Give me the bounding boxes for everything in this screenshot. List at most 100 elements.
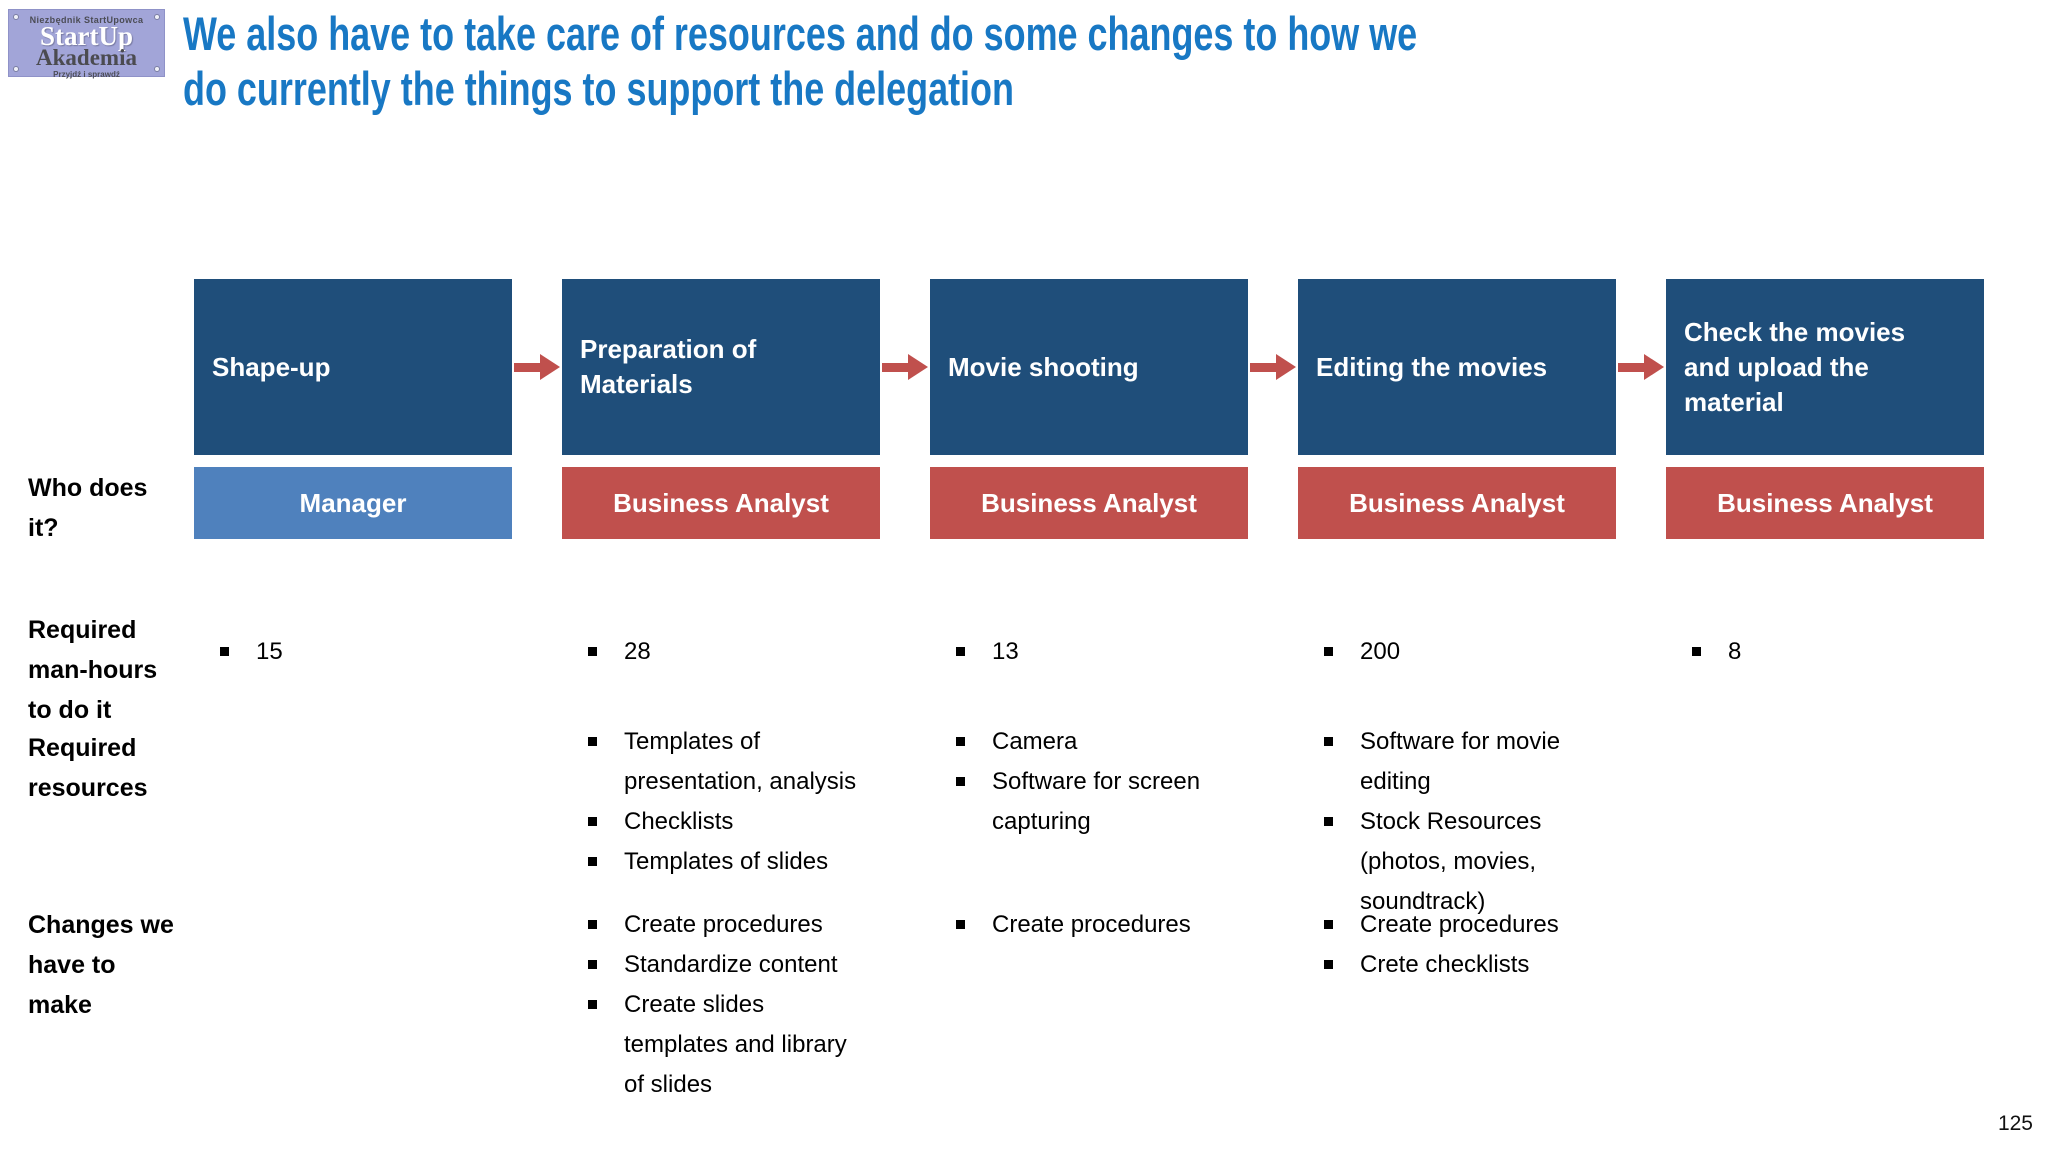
screw-icon bbox=[13, 14, 19, 20]
bullet-square-icon bbox=[956, 647, 965, 656]
role-box: Manager bbox=[194, 467, 512, 539]
man-hours-text: 15 bbox=[256, 638, 283, 665]
resource-list: Camera Software for screen capturing bbox=[930, 722, 1248, 842]
bullet-square-icon bbox=[956, 777, 965, 786]
resource-text: Camera bbox=[992, 728, 1078, 755]
process-step-label: Preparation of Materials bbox=[580, 334, 757, 399]
flow-arrow-icon bbox=[514, 354, 560, 380]
process-step-box: Movie shooting bbox=[930, 279, 1248, 455]
process-step-label: Movie shooting bbox=[948, 351, 1139, 382]
resource-text: Stock Resources (photos, movies, soundtr… bbox=[1360, 808, 1542, 915]
bullet-square-icon bbox=[1324, 737, 1333, 746]
title-line-1: We also have to take care of resources a… bbox=[183, 7, 1418, 60]
resource-text: Templates of slides bbox=[624, 848, 829, 875]
bullet-square-icon bbox=[588, 920, 597, 929]
man-hours-list: 8 bbox=[1666, 632, 1984, 672]
bullet-square-icon bbox=[1324, 920, 1333, 929]
logo-top-text: Niezbędnik StartUpowca bbox=[29, 15, 144, 25]
role-box: Business Analyst bbox=[1666, 467, 1984, 539]
change-item: Create procedures bbox=[1298, 905, 1616, 945]
bullet-square-icon bbox=[1324, 647, 1333, 656]
change-list: Create procedures bbox=[930, 905, 1248, 945]
process-step-label: Shape-up bbox=[212, 351, 331, 382]
arrow-head bbox=[1644, 354, 1664, 380]
role-label: Business Analyst bbox=[1717, 487, 1933, 518]
change-text: Create slides templates and library of s… bbox=[624, 991, 847, 1098]
arrow-shaft bbox=[1618, 363, 1644, 372]
title-line-2: do currently the things to support the d… bbox=[183, 62, 1014, 115]
man-hours-item: 8 bbox=[1666, 632, 1984, 672]
row-label-changes-to-make: Changes we have to make bbox=[28, 911, 174, 1019]
resource-text: Checklists bbox=[624, 808, 734, 835]
screw-icon bbox=[154, 14, 160, 20]
flow-arrow-icon bbox=[882, 354, 928, 380]
change-text: Create procedures bbox=[1360, 911, 1559, 938]
arrow-head bbox=[908, 354, 928, 380]
change-item: Crete checklists bbox=[1298, 945, 1616, 985]
change-item: Create slides templates and library of s… bbox=[562, 985, 880, 1105]
role-box: Business Analyst bbox=[562, 467, 880, 539]
bullet-square-icon bbox=[588, 737, 597, 746]
arrow-shaft bbox=[514, 363, 540, 372]
change-text: Crete checklists bbox=[1360, 951, 1530, 978]
bullet-square-icon bbox=[956, 920, 965, 929]
man-hours-text: 28 bbox=[624, 638, 651, 665]
process-step-box: Editing the movies bbox=[1298, 279, 1616, 455]
change-text: Create procedures bbox=[992, 911, 1191, 938]
resource-item: Templates of presentation, analysis bbox=[562, 722, 880, 802]
bullet-square-icon bbox=[1324, 960, 1333, 969]
logo-title-startup: StartUp bbox=[40, 21, 133, 51]
man-hours-item: 15 bbox=[194, 632, 512, 672]
role-label: Business Analyst bbox=[981, 487, 1197, 518]
flow-arrow-icon bbox=[1618, 354, 1664, 380]
role-label: Business Analyst bbox=[1349, 487, 1565, 518]
bullet-square-icon bbox=[220, 647, 229, 656]
change-list: Create procedures Standardize content Crea… bbox=[562, 905, 880, 1105]
man-hours-item: 28 bbox=[562, 632, 880, 672]
resource-item: Software for screen capturing bbox=[930, 762, 1248, 842]
resource-item: Camera bbox=[930, 722, 1248, 762]
role-box: Business Analyst bbox=[1298, 467, 1616, 539]
man-hours-item: 200 bbox=[1298, 632, 1616, 672]
man-hours-text: 200 bbox=[1360, 638, 1401, 665]
man-hours-list: 13 bbox=[930, 632, 1248, 672]
man-hours-list: 200 bbox=[1298, 632, 1616, 672]
bullet-square-icon bbox=[588, 857, 597, 866]
logo-bottom-text: Przyjdź i sprawdź bbox=[53, 70, 120, 79]
logo-title-akademia: Akademia bbox=[36, 45, 137, 70]
change-item: Create procedures bbox=[930, 905, 1248, 945]
screw-icon bbox=[13, 66, 19, 72]
role-box: Business Analyst bbox=[930, 467, 1248, 539]
startup-akademia-logo: Niezbędnik StartUpowca StartUp Akademia … bbox=[8, 9, 165, 79]
bullet-square-icon bbox=[1692, 647, 1701, 656]
bullet-square-icon bbox=[1324, 817, 1333, 826]
resource-text: Software for screen capturing bbox=[992, 768, 1201, 835]
arrow-head bbox=[1276, 354, 1296, 380]
change-item: Create procedures bbox=[562, 905, 880, 945]
arrow-shaft bbox=[1250, 363, 1276, 372]
resource-list: Software for movie editing Stock Resource… bbox=[1298, 722, 1616, 922]
page-title: We also have to take care of resources a… bbox=[183, 6, 1583, 116]
bullet-square-icon bbox=[588, 647, 597, 656]
change-item: Standardize content bbox=[562, 945, 880, 985]
man-hours-item: 13 bbox=[930, 632, 1248, 672]
resource-text: Software for movie editing bbox=[1360, 728, 1561, 795]
process-step-box: Preparation of Materials bbox=[562, 279, 880, 455]
role-label: Manager bbox=[299, 487, 407, 518]
process-step-box: Shape-up bbox=[194, 279, 512, 455]
process-step-label: Check the movies and upload the material bbox=[1684, 316, 1906, 417]
resource-text: Templates of presentation, analysis bbox=[624, 728, 857, 795]
flow-arrow-icon bbox=[1250, 354, 1296, 380]
arrow-head bbox=[540, 354, 560, 380]
resource-item: Templates of slides bbox=[562, 842, 880, 882]
screw-icon bbox=[154, 66, 160, 72]
role-label: Business Analyst bbox=[613, 487, 829, 518]
row-label-required-resources: Required resources bbox=[28, 734, 148, 802]
page-number: 125 bbox=[1997, 1112, 2033, 1135]
row-label-who-does-it: Who does it? bbox=[28, 474, 148, 542]
change-list: Create procedures Crete checklists bbox=[1298, 905, 1616, 985]
bullet-square-icon bbox=[588, 817, 597, 826]
man-hours-list: 28 bbox=[562, 632, 880, 672]
resource-item: Checklists bbox=[562, 802, 880, 842]
man-hours-text: 8 bbox=[1728, 638, 1742, 665]
